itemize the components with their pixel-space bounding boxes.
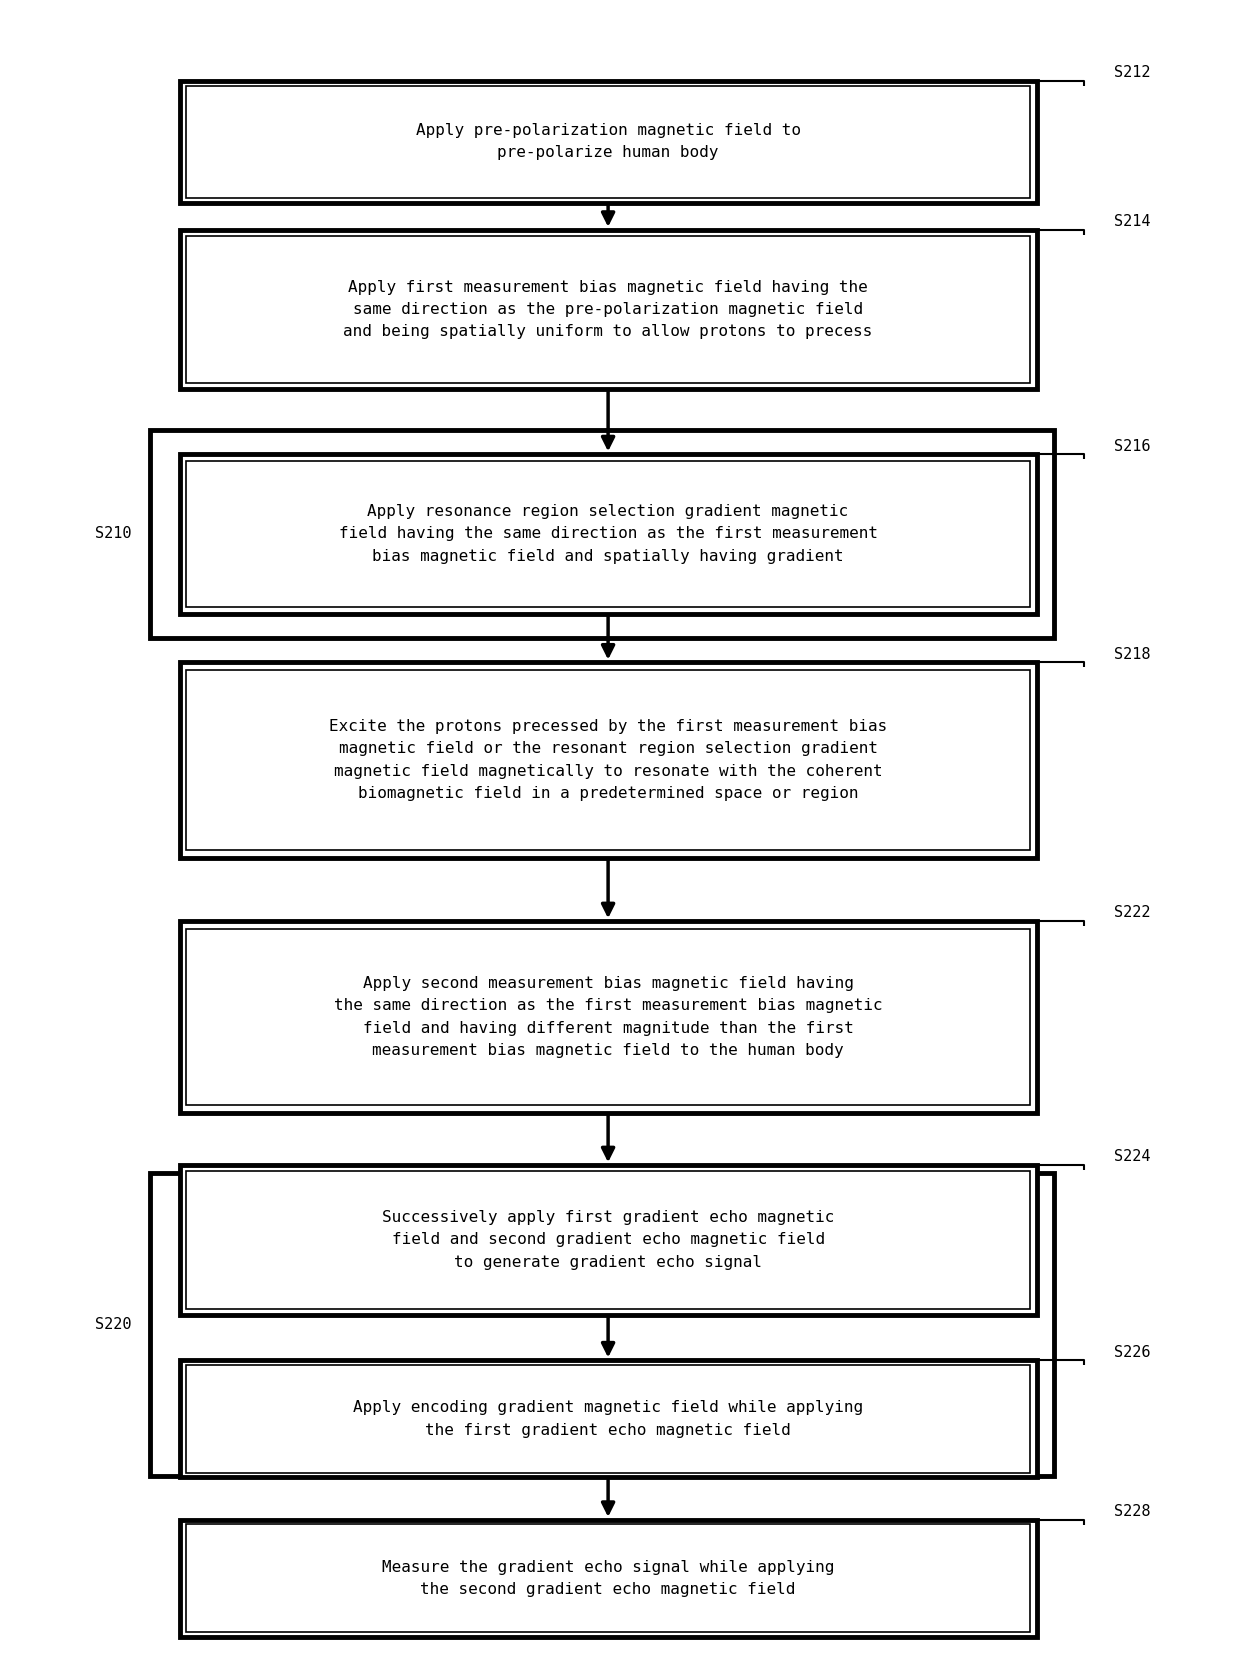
- Bar: [186, 236, 1029, 383]
- Text: S212: S212: [1114, 65, 1151, 80]
- Text: S220: S220: [95, 1316, 131, 1331]
- Bar: [186, 671, 1029, 850]
- Bar: [186, 1524, 1029, 1632]
- Text: S218: S218: [1114, 647, 1151, 662]
- Bar: [186, 1170, 1029, 1308]
- Bar: [180, 81, 1037, 203]
- Text: Apply second measurement bias magnetic field having
the same direction as the fi: Apply second measurement bias magnetic f…: [334, 976, 883, 1057]
- Text: Apply encoding gradient magnetic field while applying
the first gradient echo ma: Apply encoding gradient magnetic field w…: [353, 1401, 863, 1438]
- Text: S228: S228: [1114, 1504, 1151, 1519]
- Bar: [150, 430, 1054, 637]
- Bar: [180, 229, 1037, 388]
- Text: S214: S214: [1114, 214, 1151, 229]
- Bar: [150, 1174, 1054, 1476]
- Text: Excite the protons precessed by the first measurement bias
magnetic field or the: Excite the protons precessed by the firs…: [329, 719, 888, 800]
- Text: Measure the gradient echo signal while applying
the second gradient echo magneti: Measure the gradient echo signal while a…: [382, 1560, 835, 1597]
- Bar: [186, 460, 1029, 608]
- Bar: [186, 930, 1029, 1106]
- Bar: [180, 1521, 1037, 1637]
- Bar: [186, 1365, 1029, 1472]
- Bar: [180, 662, 1037, 858]
- Text: S216: S216: [1114, 438, 1151, 453]
- Bar: [186, 86, 1029, 198]
- Text: Apply pre-polarization magnetic field to
pre-polarize human body: Apply pre-polarization magnetic field to…: [415, 123, 801, 161]
- Text: S222: S222: [1114, 905, 1151, 920]
- Bar: [180, 921, 1037, 1114]
- Bar: [180, 455, 1037, 614]
- Text: S210: S210: [95, 526, 131, 541]
- Text: S226: S226: [1114, 1345, 1151, 1360]
- Text: Apply first measurement bias magnetic field having the
same direction as the pre: Apply first measurement bias magnetic fi…: [343, 281, 873, 339]
- Bar: [180, 1360, 1037, 1477]
- Text: S224: S224: [1114, 1149, 1151, 1164]
- Text: Successively apply first gradient echo magnetic
field and second gradient echo m: Successively apply first gradient echo m…: [382, 1210, 835, 1270]
- Text: Apply resonance region selection gradient magnetic
field having the same directi: Apply resonance region selection gradien…: [339, 505, 878, 564]
- Bar: [180, 1165, 1037, 1315]
